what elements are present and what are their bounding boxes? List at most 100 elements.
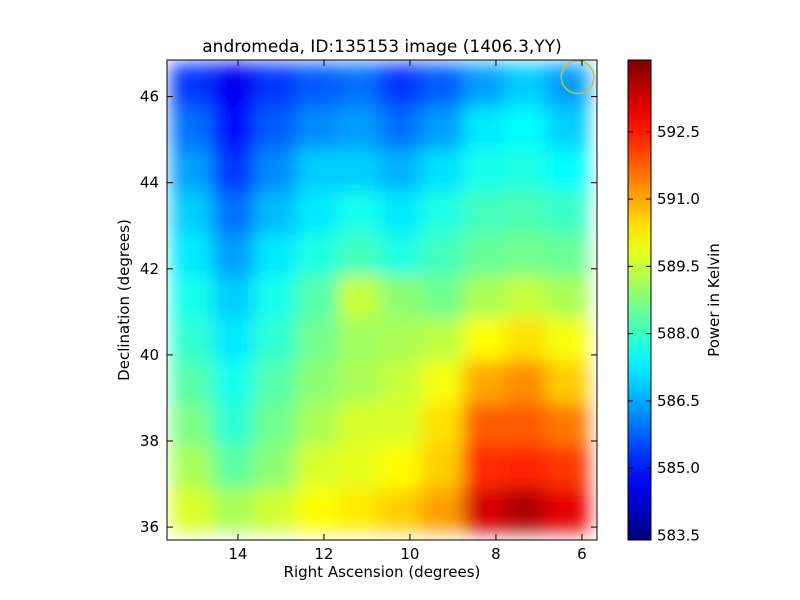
colorbar-ticks: 583.5 585.0 586.5 588.0 589.5 591.0 592.5 <box>628 123 700 545</box>
heatmap-cell <box>170 191 214 235</box>
heatmap-cell <box>337 191 381 235</box>
heatmap-cell <box>504 233 548 278</box>
heatmap-cell <box>421 488 464 532</box>
heatmap-cell <box>212 233 256 278</box>
x-tick-label: 14 <box>228 545 247 563</box>
x-axis-label: Right Ascension (degrees) <box>284 563 481 581</box>
heatmap-cell <box>337 106 381 150</box>
heatmap-cell <box>421 318 464 363</box>
heatmap-cell <box>504 403 548 447</box>
colorbar-tick-label: 586.5 <box>657 392 700 410</box>
heatmap-cell <box>254 318 297 363</box>
heatmap-cell <box>212 318 256 363</box>
x-tick-label: 8 <box>491 545 501 563</box>
heatmap-cell <box>546 361 589 405</box>
y-tick-label: 44 <box>140 174 159 192</box>
heatmap-cell <box>379 106 423 150</box>
heatmap-cell <box>337 361 381 405</box>
heatmap-cell <box>337 63 381 108</box>
chart-title: andromeda, ID:135153 image (1406.3,YY) <box>202 37 561 57</box>
heatmap-cell <box>421 361 464 405</box>
x-tick-label: 10 <box>400 545 419 563</box>
colorbar-tick-label: 583.5 <box>657 527 700 545</box>
heatmap-cell <box>379 233 423 278</box>
y-tick-label: 38 <box>140 432 159 450</box>
heatmap-cell <box>337 318 381 363</box>
heatmap-cell <box>421 276 464 320</box>
heatmap-cell <box>546 63 589 108</box>
heatmap-cell <box>170 148 214 193</box>
heatmap-cell <box>462 233 506 278</box>
y-tick-label: 42 <box>140 260 159 278</box>
plot-frame <box>166 59 598 541</box>
heatmap-cell <box>295 106 339 150</box>
heatmap-cell <box>295 276 339 320</box>
heatmap-cell <box>504 361 548 405</box>
heatmap-cell <box>462 63 506 108</box>
heatmap-cell <box>295 403 339 447</box>
heatmap-cell <box>254 106 297 150</box>
y-axis-ticks: 36 38 40 42 44 46 <box>140 88 597 536</box>
heatmap-cell <box>379 488 423 532</box>
heatmap-cell <box>254 361 297 405</box>
heatmap-cell <box>379 191 423 235</box>
heatmap-cell <box>337 403 381 447</box>
colorbar: 583.5 585.0 586.5 588.0 589.5 591.0 592.5 Powe… <box>627 59 723 545</box>
heatmap-cell <box>170 488 214 532</box>
heatmap-cell <box>212 191 256 235</box>
heatmap-cell <box>254 191 297 235</box>
heatmap-cell <box>295 318 339 363</box>
heatmap-cell <box>421 106 464 150</box>
heatmap-cell <box>212 276 256 320</box>
heatmap-cell <box>212 148 256 193</box>
heatmap-cell <box>295 233 339 278</box>
heatmap-cell <box>504 63 548 108</box>
heatmap-cell <box>295 361 339 405</box>
heatmap-cell <box>254 63 297 108</box>
heatmap-cell <box>295 63 339 108</box>
heatmap-cell <box>170 403 214 447</box>
heatmap-cell <box>379 446 423 490</box>
heatmap-cell <box>170 233 214 278</box>
heatmap-cell <box>379 148 423 193</box>
heatmap-cell <box>337 233 381 278</box>
heatmap-cell <box>295 148 339 193</box>
heatmap-cell <box>379 403 423 447</box>
colorbar-gradient <box>627 59 652 541</box>
heatmap-cell <box>546 191 589 235</box>
heatmap-cell <box>421 233 464 278</box>
heatmap-cell <box>170 446 214 490</box>
heatmap-cell <box>212 63 256 108</box>
heatmap-cell <box>170 276 214 320</box>
heatmap-cell <box>421 148 464 193</box>
y-tick-label: 46 <box>140 88 159 106</box>
heatmap-cell <box>546 488 589 532</box>
heatmap-cell <box>504 191 548 235</box>
heatmap-cell <box>379 318 423 363</box>
y-tick-label: 40 <box>140 346 159 364</box>
colorbar-label: Power in Kelvin <box>705 243 723 357</box>
heatmap-cell <box>504 488 548 532</box>
heatmap-cell <box>546 148 589 193</box>
heatmap-cell <box>546 446 589 490</box>
heatmap-cell <box>379 63 423 108</box>
heatmap-cell <box>504 148 548 193</box>
heatmap-cell <box>462 148 506 193</box>
heatmap-cell <box>254 148 297 193</box>
colorbar-tick-label: 585.0 <box>657 459 700 477</box>
heatmap-cell <box>254 403 297 447</box>
heatmap-cell <box>170 361 214 405</box>
heatmap-cell <box>212 361 256 405</box>
heatmap-cell <box>170 318 214 363</box>
heatmap-cell <box>462 318 506 363</box>
heatmap-cell <box>170 63 214 108</box>
colorbar-tick-label: 591.0 <box>657 190 700 208</box>
colorbar-tick-label: 589.5 <box>657 257 700 275</box>
heatmap-cell <box>379 361 423 405</box>
heatmap-cell <box>254 276 297 320</box>
heatmap-cell <box>462 276 506 320</box>
heatmap-cell <box>462 191 506 235</box>
heatmap-cell <box>295 446 339 490</box>
beam-marker-circle <box>560 60 595 95</box>
